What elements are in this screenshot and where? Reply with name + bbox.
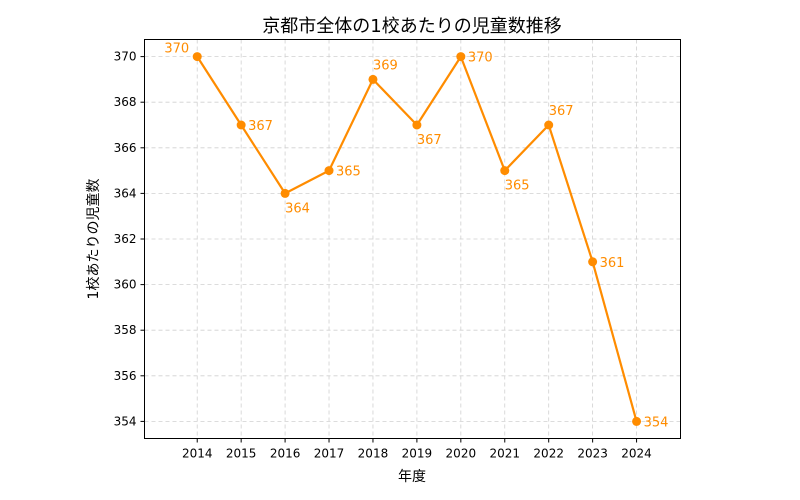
data-point (588, 257, 598, 267)
data-point (500, 166, 510, 176)
y-tick-label: 356 (114, 369, 137, 383)
x-tick-label: 2019 (402, 447, 433, 461)
y-tick-label: 362 (114, 232, 137, 246)
y-tick-label: 368 (114, 95, 137, 109)
data-point (280, 188, 290, 198)
x-axis-label: 年度 (398, 469, 426, 485)
axes: 2014 2015 2016 2017 2018 2019 2020 2021 2022 2023… (114, 50, 652, 461)
x-tick-label: 2022 (533, 447, 564, 461)
x-tick-label: 2017 (314, 447, 345, 461)
x-tick-label: 2021 (489, 447, 520, 461)
y-tick-label: 360 (114, 278, 137, 292)
grid (144, 39, 681, 439)
data-label: 370 (164, 42, 189, 57)
data-label: 367 (417, 133, 442, 148)
data-point (632, 416, 642, 426)
data-label: 369 (373, 58, 398, 73)
data-point (192, 52, 202, 62)
data-label: 367 (248, 119, 273, 134)
data-label: 367 (549, 104, 574, 119)
y-tick-label: 358 (114, 323, 137, 337)
y-tick-label: 370 (114, 50, 137, 64)
x-tick-label: 2016 (270, 447, 301, 461)
data-point (544, 120, 554, 130)
data-point (368, 74, 378, 84)
data-label: 364 (285, 201, 310, 216)
x-tick-label: 2014 (182, 447, 213, 461)
data-label: 370 (468, 51, 493, 66)
x-tick-label: 2015 (226, 447, 257, 461)
data-label: 365 (505, 179, 530, 194)
y-tick-label: 354 (114, 414, 137, 428)
series-layer (192, 52, 642, 426)
x-tick-label: 2018 (358, 447, 389, 461)
data-label: 354 (644, 415, 669, 430)
data-point (324, 166, 334, 176)
x-tick-label: 2023 (577, 447, 608, 461)
data-point (456, 52, 466, 62)
y-axis-label: 1校あたりの児童数 (85, 179, 102, 300)
x-tick-label: 2020 (446, 447, 477, 461)
chart-title: 京都市全体の1校あたりの児童数推移 (262, 16, 561, 37)
y-tick-label: 366 (114, 141, 137, 155)
data-label: 361 (600, 256, 625, 271)
x-tick-label: 2024 (621, 447, 652, 461)
data-label: 365 (336, 165, 361, 180)
data-labels: 370 367 364 365 369 367 370 365 367 361 354 (164, 42, 668, 431)
data-point (412, 120, 422, 130)
y-tick-label: 364 (114, 186, 137, 200)
data-point (236, 120, 246, 130)
